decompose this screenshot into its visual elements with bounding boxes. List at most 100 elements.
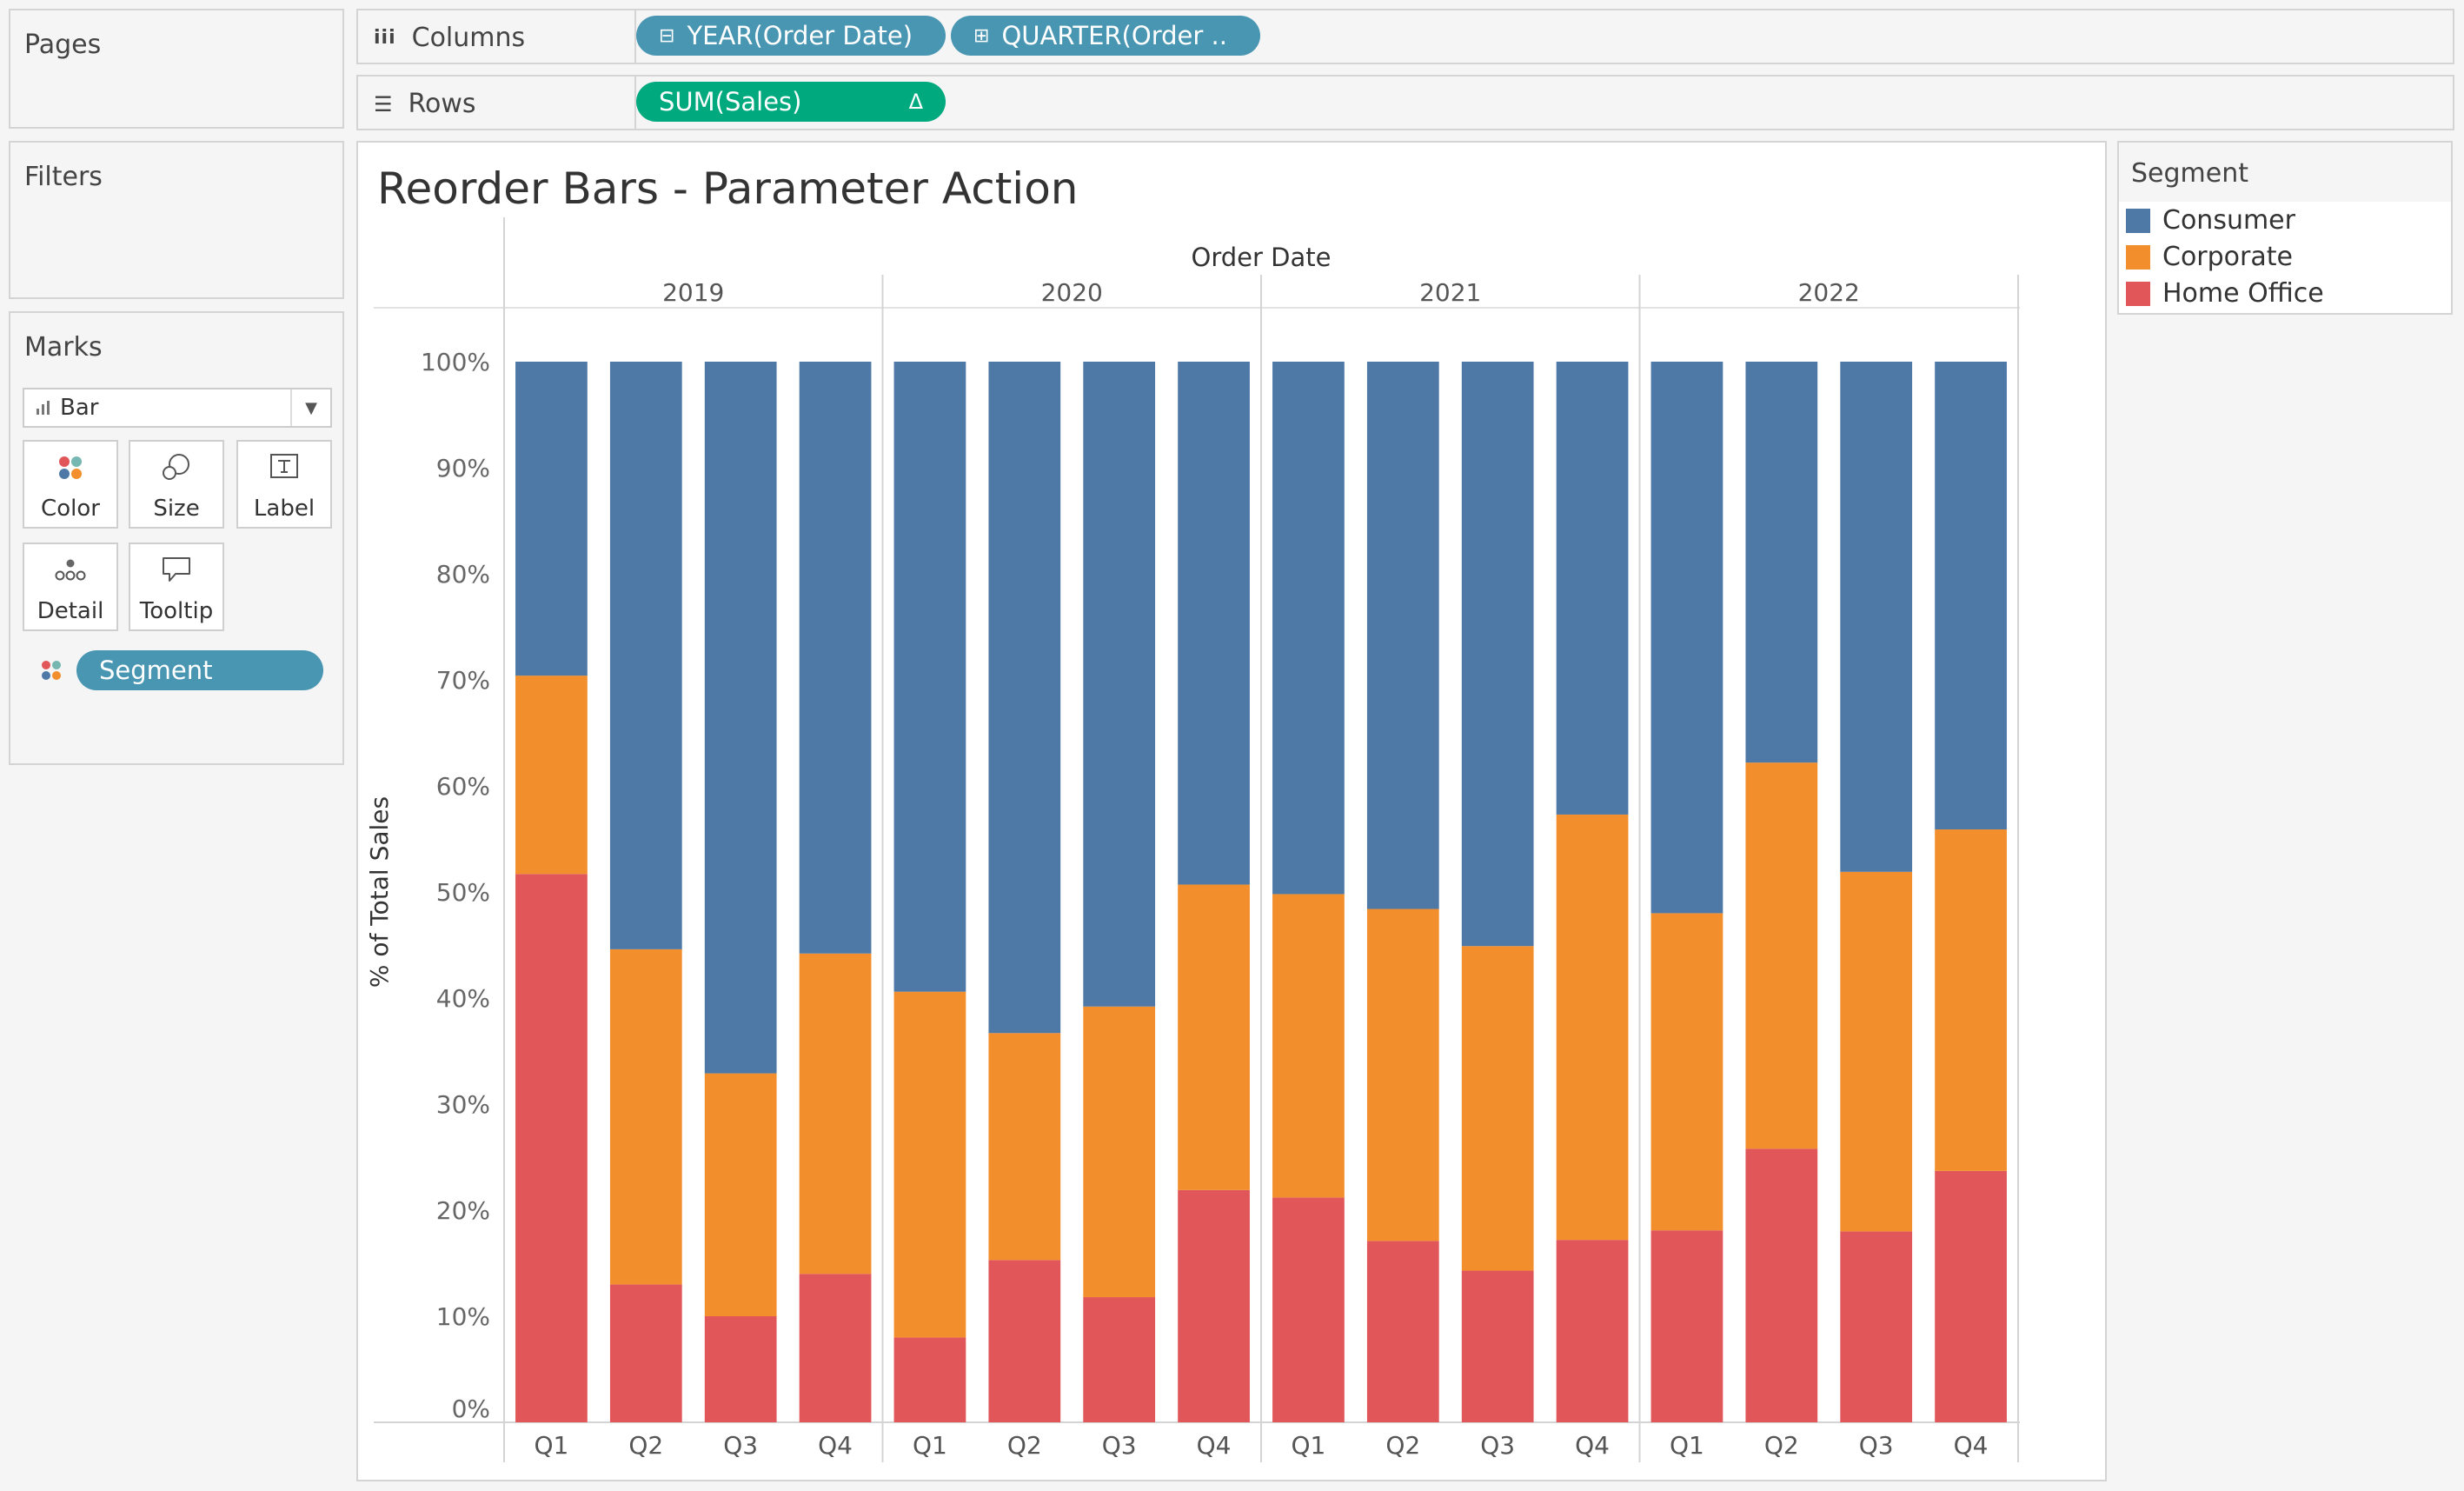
columns-label: Columns <box>411 23 526 53</box>
bar-corporate-2021-Q2 <box>1366 909 1439 1241</box>
bar-corporate-2020-Q1 <box>893 991 966 1338</box>
pages-shelf[interactable]: Pages <box>9 9 344 129</box>
bar-home-office-2021-Q4 <box>1556 1240 1629 1422</box>
bar-consumer-2019-Q3 <box>704 362 777 1074</box>
bar-consumer-2020-Q3 <box>1083 362 1156 1007</box>
chart-title: Reorder Bars - Parameter Action <box>377 163 1078 214</box>
year-order-date-pill[interactable]: ⊟ YEAR(Order Date) <box>636 16 946 56</box>
sum-sales-pill[interactable]: SUM(Sales) Δ <box>636 82 946 122</box>
bar-consumer-2021-Q1 <box>1272 362 1345 895</box>
columns-label-group: iii Columns <box>374 23 525 53</box>
bar-corporate-2022-Q4 <box>1935 829 2007 1171</box>
quarter-order-date-pill[interactable]: ⊞ QUARTER(Order .. <box>951 16 1260 56</box>
bar-chart-icon <box>37 401 50 415</box>
y-tick-label: 10% <box>436 1302 490 1331</box>
x-tick-label: Q1 <box>913 1431 947 1460</box>
home-office-swatch <box>2126 281 2150 306</box>
y-tick-label: 80% <box>436 560 490 589</box>
color-icon <box>59 456 82 479</box>
tooltip-button[interactable]: Tooltip <box>129 542 224 631</box>
bar-home-office-2021-Q1 <box>1272 1197 1345 1422</box>
color-field-icon <box>42 661 61 680</box>
bar-corporate-2022-Q2 <box>1745 762 1818 1149</box>
legend-item-label: Home Office <box>2162 278 2324 309</box>
legend-item-corporate[interactable]: Corporate <box>2126 242 2293 272</box>
x-tick-label: Q2 <box>1764 1431 1799 1460</box>
bar-home-office-2020-Q4 <box>1178 1189 1250 1422</box>
columns-icon: iii <box>374 27 396 49</box>
legend-item-home-office[interactable]: Home Office <box>2126 278 2324 309</box>
collapse-icon: ⊟ <box>659 24 675 47</box>
bar-home-office-2022-Q3 <box>1840 1231 1913 1422</box>
y-tick-label: 40% <box>436 984 490 1013</box>
stacked-bar-chart: Reorder Bars - Parameter Action Order Dat… <box>365 163 2020 1462</box>
filters-shelf[interactable]: Filters <box>9 141 344 299</box>
bar-consumer-2020-Q4 <box>1178 362 1250 885</box>
bar-consumer-2022-Q2 <box>1745 362 1818 763</box>
x-tick-label: Q3 <box>1102 1431 1137 1460</box>
bar-corporate-2019-Q4 <box>799 953 872 1275</box>
y-tick-label: 60% <box>436 772 490 801</box>
bar-home-office-2020-Q1 <box>893 1337 966 1422</box>
bar-corporate-2022-Q3 <box>1840 871 1913 1232</box>
legend-item-label: Consumer <box>2162 205 2295 236</box>
segment-legend: Segment Consumer Corporate Home Office <box>2117 141 2453 315</box>
bar-consumer-2021-Q3 <box>1461 362 1534 947</box>
y-tick-label: 20% <box>436 1196 490 1225</box>
legend-item-consumer[interactable]: Consumer <box>2126 205 2295 236</box>
column-header-title: Order Date <box>1192 243 1332 272</box>
bar-corporate-2019-Q1 <box>515 676 588 875</box>
rows-label: Rows <box>408 89 476 119</box>
bar-consumer-2019-Q2 <box>609 362 682 949</box>
y-tick-label: 100% <box>421 348 490 376</box>
legend-header <box>2119 143 2451 202</box>
detail-label: Detail <box>37 598 104 624</box>
bar-home-office-2021-Q3 <box>1461 1270 1534 1422</box>
size-label: Size <box>153 496 200 522</box>
x-tick-label: Q1 <box>535 1431 569 1460</box>
y-tick-label: 70% <box>436 666 490 695</box>
label-label: Label <box>253 496 315 522</box>
y-tick-label: 90% <box>436 454 490 483</box>
x-tick-label: Q3 <box>1859 1431 1894 1460</box>
bar-home-office-2022-Q2 <box>1745 1148 1818 1422</box>
bar-consumer-2021-Q2 <box>1366 362 1439 909</box>
x-tick-label: Q2 <box>1007 1431 1042 1460</box>
bar-corporate-2022-Q1 <box>1650 913 1723 1231</box>
legend-title: Segment <box>2131 158 2248 189</box>
bar-consumer-2021-Q4 <box>1556 362 1629 815</box>
segment-pill-label: Segment <box>99 656 213 685</box>
x-tick-label: Q1 <box>1670 1431 1704 1460</box>
bar-home-office-2019-Q4 <box>799 1274 872 1422</box>
bar-corporate-2019-Q2 <box>609 949 682 1285</box>
text-label-icon <box>270 454 298 478</box>
label-button[interactable]: Label <box>236 440 332 529</box>
x-tick-label: Q4 <box>1197 1431 1232 1460</box>
shelf-divider <box>634 77 636 129</box>
sum-sales-label: SUM(Sales) <box>659 87 802 116</box>
color-button[interactable]: Color <box>23 440 118 529</box>
marks-title: Marks <box>24 332 103 363</box>
y-axis-title: % of Total Sales <box>365 796 394 988</box>
mark-type-dropdown[interactable]: Bar ▼ <box>23 388 332 428</box>
year-header-2020: 2020 <box>1041 278 1103 307</box>
segment-color-pill[interactable]: Segment <box>76 650 323 690</box>
detail-button[interactable]: Detail <box>23 542 118 631</box>
delta-icon: Δ <box>908 90 923 114</box>
size-button[interactable]: Size <box>129 440 224 529</box>
x-tick-label: Q4 <box>1575 1431 1610 1460</box>
y-tick-label: 50% <box>436 878 490 907</box>
bar-corporate-2021-Q1 <box>1272 894 1345 1198</box>
legend-item-label: Corporate <box>2162 242 2293 272</box>
corporate-swatch <box>2126 244 2150 270</box>
bar-consumer-2022-Q3 <box>1840 362 1913 872</box>
expand-icon: ⊞ <box>973 24 990 47</box>
chevron-down-icon[interactable]: ▼ <box>290 389 330 426</box>
x-tick-label: Q2 <box>628 1431 663 1460</box>
x-tick-label: Q4 <box>818 1431 853 1460</box>
pages-title: Pages <box>24 30 102 60</box>
bar-corporate-2020-Q2 <box>988 1033 1061 1261</box>
tooltip-icon <box>163 557 190 582</box>
rows-icon: ☰ <box>374 91 393 116</box>
bar-consumer-2019-Q4 <box>799 362 872 954</box>
